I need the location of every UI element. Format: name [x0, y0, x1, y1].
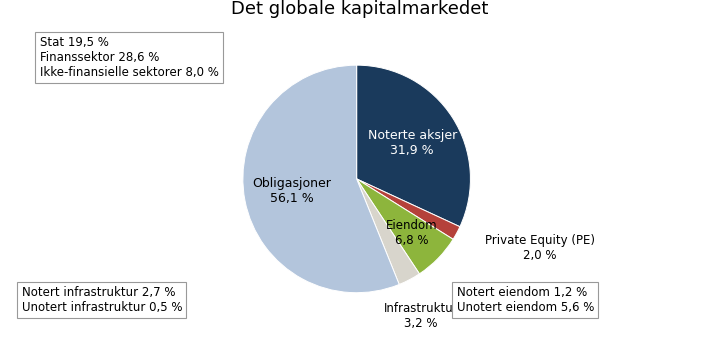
- Text: Eiendom
6,8 %: Eiendom 6,8 %: [386, 219, 438, 247]
- Wedge shape: [243, 65, 399, 293]
- Text: Notert infrastruktur 2,7 %
Unotert infrastruktur 0,5 %: Notert infrastruktur 2,7 % Unotert infra…: [22, 286, 182, 314]
- Text: Obligasjoner
56,1 %: Obligasjoner 56,1 %: [252, 177, 331, 206]
- Wedge shape: [357, 65, 470, 227]
- Wedge shape: [357, 179, 453, 274]
- Title: Det globale kapitalmarkedet: Det globale kapitalmarkedet: [231, 0, 488, 18]
- Text: Stat 19,5 %
Finanssektor 28,6 %
Ikke-finansielle sektorer 8,0 %: Stat 19,5 % Finanssektor 28,6 % Ikke-fin…: [40, 36, 219, 79]
- Text: Notert eiendom 1,2 %
Unotert eiendom 5,6 %: Notert eiendom 1,2 % Unotert eiendom 5,6…: [457, 286, 594, 314]
- Text: Noterte aksjer
31,9 %: Noterte aksjer 31,9 %: [367, 129, 457, 157]
- Text: Infrastruktur
3,2 %: Infrastruktur 3,2 %: [384, 302, 459, 330]
- Wedge shape: [357, 179, 419, 285]
- Wedge shape: [357, 179, 460, 239]
- Text: Private Equity (PE)
2,0 %: Private Equity (PE) 2,0 %: [485, 234, 595, 262]
